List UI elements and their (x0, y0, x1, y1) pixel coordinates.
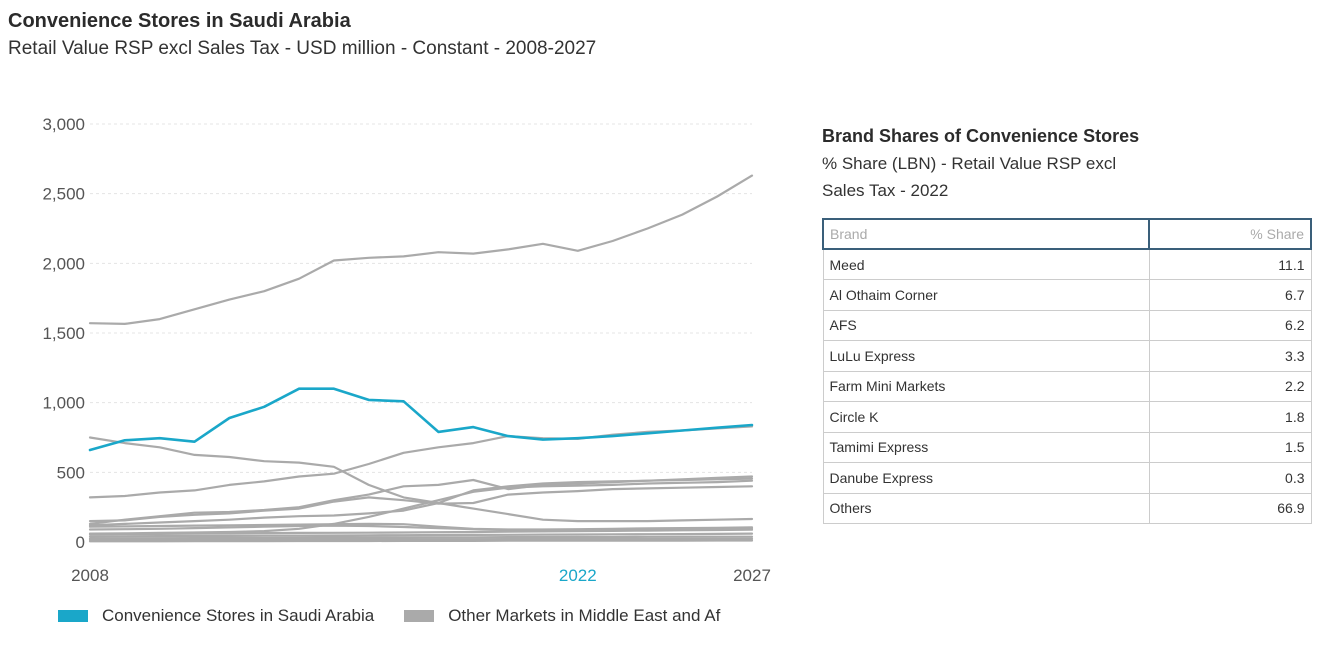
series-line-other-market (88, 485, 754, 523)
share-cell: 1.8 (1148, 401, 1312, 433)
legend-swatch-other (404, 610, 435, 622)
column-header-share[interactable]: % Share (1148, 218, 1312, 250)
brand-cell: AFS (822, 309, 1150, 341)
brand-cell: Al Othaim Corner (822, 279, 1150, 311)
table-row: AFS 6.2 (822, 309, 1312, 341)
table-row: Farm Mini Markets 2.2 (822, 370, 1312, 402)
chart-header: Convenience Stores in Saudi Arabia Retai… (8, 8, 596, 64)
legend-swatch-saudi (58, 610, 88, 622)
x-tick-label: 2022 (559, 566, 597, 585)
brand-cell: Danube Express (822, 462, 1150, 494)
chart-legend: Convenience Stores in Saudi Arabia Other… (58, 606, 750, 626)
table-row: Others 66.9 (822, 492, 1312, 524)
y-tick-label: 2,500 (42, 185, 85, 204)
brand-cell: Meed (822, 248, 1150, 280)
table-row: Danube Express 0.3 (822, 462, 1312, 494)
series-line-other-market (88, 528, 754, 536)
table-row: Al Othaim Corner 6.7 (822, 279, 1312, 311)
chart-title: Convenience Stores in Saudi Arabia (8, 10, 351, 32)
y-tick-label: 0 (76, 533, 85, 552)
brand-shares-subtitle: % Share (LBN) - Retail Value RSP excl Sa… (822, 154, 1117, 200)
brand-cell: Circle K (822, 401, 1150, 433)
y-tick-label: 1,500 (42, 324, 85, 343)
series-line-other-market (88, 532, 754, 538)
column-header-brand[interactable]: Brand (822, 218, 1150, 250)
series-line-other-market (88, 425, 754, 499)
series-line-other-market (88, 477, 754, 527)
share-cell: 6.2 (1148, 309, 1312, 341)
legend-item-other[interactable]: Other Markets in Middle East and Af (404, 606, 720, 626)
line-chart: 0 500 1,000 1,500 2,000 2,500 3,000 2008 2022 202… (42, 115, 771, 585)
table-row: Circle K 1.8 (822, 401, 1312, 433)
series-line-other-market (88, 537, 754, 542)
series-line-other-market (88, 436, 754, 523)
brand-shares-title: Brand Shares of Convenience Stores (822, 126, 1140, 146)
table-row: Meed 11.1 (822, 248, 1312, 280)
x-tick-label: 2027 (733, 566, 771, 585)
legend-item-saudi[interactable]: Convenience Stores in Saudi Arabia (58, 606, 374, 626)
brand-cell: Tamimi Express (822, 431, 1150, 463)
series-line-other-market (88, 535, 754, 540)
series-line-saudi-arabia (88, 387, 754, 452)
share-cell: 6.7 (1148, 279, 1312, 311)
series-line-other-market (88, 522, 754, 531)
share-cell: 3.3 (1148, 340, 1312, 372)
y-tick-label: 3,000 (42, 115, 85, 134)
brand-shares-panel: Brand Shares of Convenience Stores % Sha… (822, 122, 1312, 524)
y-tick-label: 2,000 (42, 254, 85, 273)
share-cell: 1.5 (1148, 431, 1312, 463)
brand-cell: Farm Mini Markets (822, 370, 1150, 402)
table-header-row: Brand % Share (822, 218, 1312, 250)
share-cell: 0.3 (1148, 462, 1312, 494)
table-row: LuLu Express 3.3 (822, 340, 1312, 372)
share-cell: 2.2 (1148, 370, 1312, 402)
series-line-other-market (88, 479, 754, 535)
y-tick-label: 1,000 (42, 394, 85, 413)
brand-cell: LuLu Express (822, 340, 1150, 372)
x-tick-label: 2008 (71, 566, 109, 585)
share-cell: 66.9 (1148, 492, 1312, 524)
series-line-other-market (88, 539, 754, 543)
y-tick-label: 500 (57, 463, 85, 482)
table-row: Tamimi Express 1.5 (822, 431, 1312, 463)
brand-shares-table: Brand % Share Meed 11.1 Al Othaim Corner 6… (822, 218, 1312, 524)
series-line-other-market (88, 174, 754, 325)
chart-subtitle: Retail Value RSP excl Sales Tax - USD mi… (8, 38, 597, 59)
brand-cell: Others (822, 492, 1150, 524)
legend-label-saudi: Convenience Stores in Saudi Arabia (102, 606, 375, 625)
share-cell: 11.1 (1148, 248, 1312, 280)
legend-label-other: Other Markets in Middle East and Af (448, 606, 721, 625)
